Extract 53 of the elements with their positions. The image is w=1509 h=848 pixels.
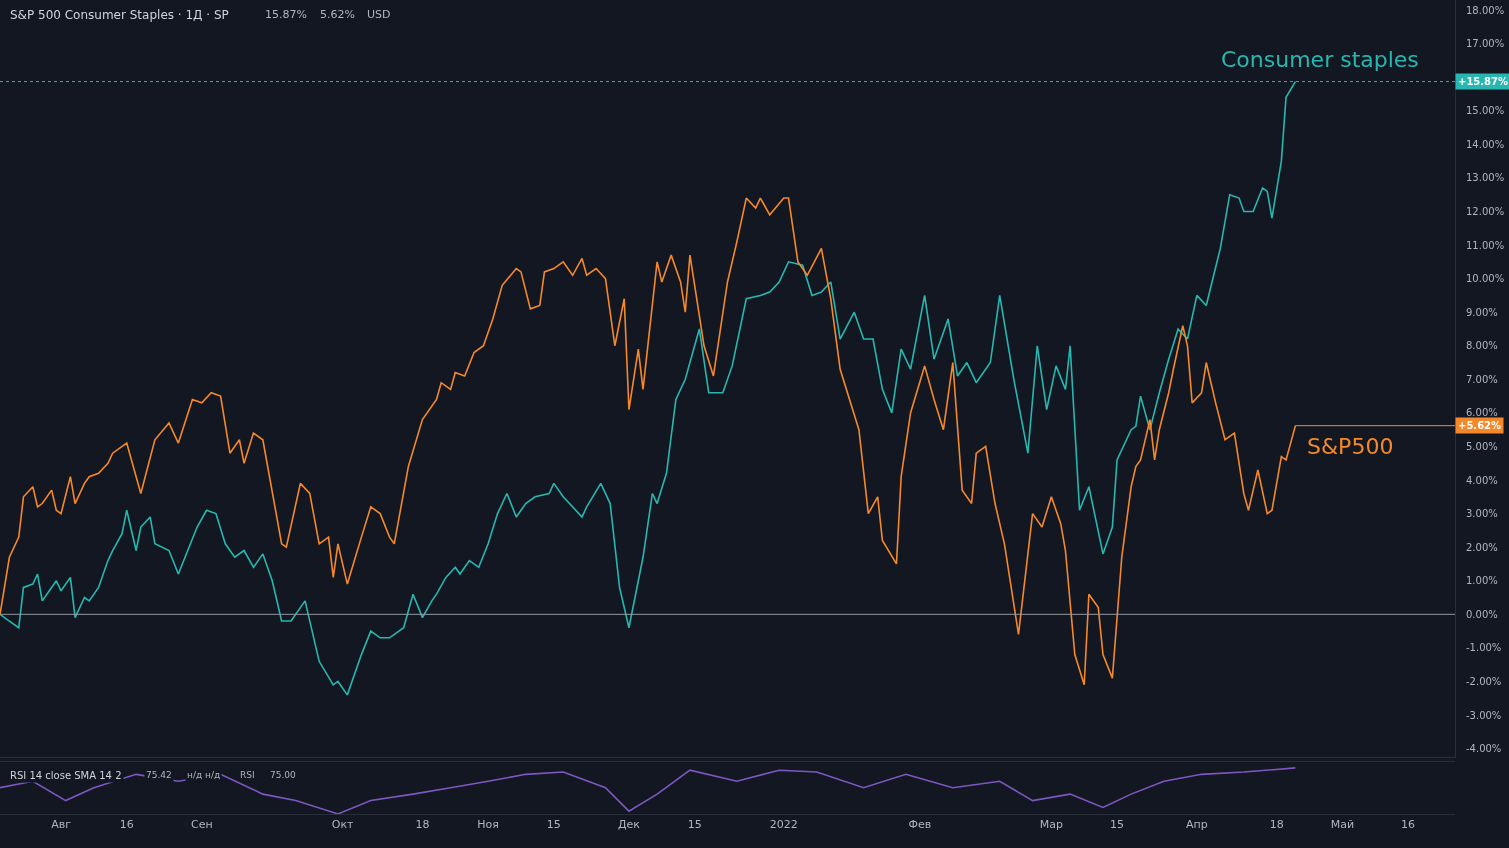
- y-tick-label: -4.00%: [1466, 743, 1502, 755]
- y-tick-label: 0.00%: [1466, 608, 1498, 620]
- y-tick-label: 10.00%: [1466, 273, 1505, 285]
- x-tick-label: 15: [1110, 818, 1125, 832]
- text: S&P 500 Consumer Staples · 1Д · SP: [10, 8, 229, 22]
- ref-line-label: +15.87%: [1458, 76, 1509, 87]
- x-tick-label: Апр: [1186, 818, 1208, 832]
- x-tick-label: Фев: [908, 818, 932, 832]
- y-tick-label: 17.00%: [1466, 38, 1505, 50]
- y-tick-label: -3.00%: [1466, 709, 1502, 721]
- annotation: 5.62%: [320, 8, 355, 21]
- y-tick-label: 12.00%: [1466, 205, 1505, 217]
- x-tick-label: Авг: [51, 818, 72, 832]
- x-tick-label: Май: [1330, 818, 1355, 832]
- y-tick-label: 3.00%: [1466, 508, 1498, 520]
- x-tick-label: 16: [1401, 818, 1416, 832]
- x-tick-label: 18: [1269, 818, 1284, 832]
- y-tick-label: 14.00%: [1466, 138, 1505, 150]
- y-tick-label: 13.00%: [1466, 172, 1505, 184]
- annotation: +5.62%: [1458, 420, 1502, 431]
- series-label: Consumer staples: [1221, 47, 1419, 72]
- y-tick-label: 1.00%: [1466, 575, 1498, 587]
- x-tick-label: 16: [119, 818, 134, 832]
- x-tick-label: 15: [687, 818, 702, 832]
- y-tick-label: 18.00%: [1466, 4, 1505, 16]
- chart-title: RSI 14 close SMA 14 2: [10, 770, 122, 781]
- y-tick-label: 8.00%: [1466, 340, 1498, 352]
- y-tick-label: 2.00%: [1466, 541, 1498, 553]
- annotation: 75.42: [146, 770, 172, 780]
- y-tick-label: 15.00%: [1466, 105, 1505, 117]
- y-tick-label: 6.00%: [1466, 407, 1498, 419]
- annotation: RSI: [240, 770, 255, 780]
- y-tick-label: 11.00%: [1466, 239, 1505, 251]
- x-tick-label: Сен: [191, 818, 213, 832]
- x-tick-label: Ноя: [477, 818, 499, 832]
- y-tick-label: 5.00%: [1466, 440, 1498, 452]
- y-tick-label: 9.00%: [1466, 306, 1498, 318]
- x-tick-label: 18: [415, 818, 430, 832]
- y-tick-label: -2.00%: [1466, 675, 1502, 687]
- y-tick-label: 4.00%: [1466, 474, 1498, 486]
- x-tick-label: 15: [546, 818, 561, 832]
- y-tick-label: 7.00%: [1466, 373, 1498, 385]
- y-tick-label: -1.00%: [1466, 642, 1502, 654]
- x-tick-label: Дек: [617, 818, 641, 832]
- line-series: [0, 80, 1297, 696]
- annotation: USD: [367, 8, 391, 21]
- x-tick-label: 2022: [769, 818, 798, 832]
- annotation: 15.87%: [265, 8, 307, 21]
- series-label: S&P500: [1307, 434, 1394, 459]
- x-tick-label: Мар: [1039, 818, 1063, 832]
- annotation: 75.00: [270, 770, 297, 780]
- x-tick-label: Окт: [331, 818, 355, 832]
- annotation: н/д н/д: [187, 770, 221, 780]
